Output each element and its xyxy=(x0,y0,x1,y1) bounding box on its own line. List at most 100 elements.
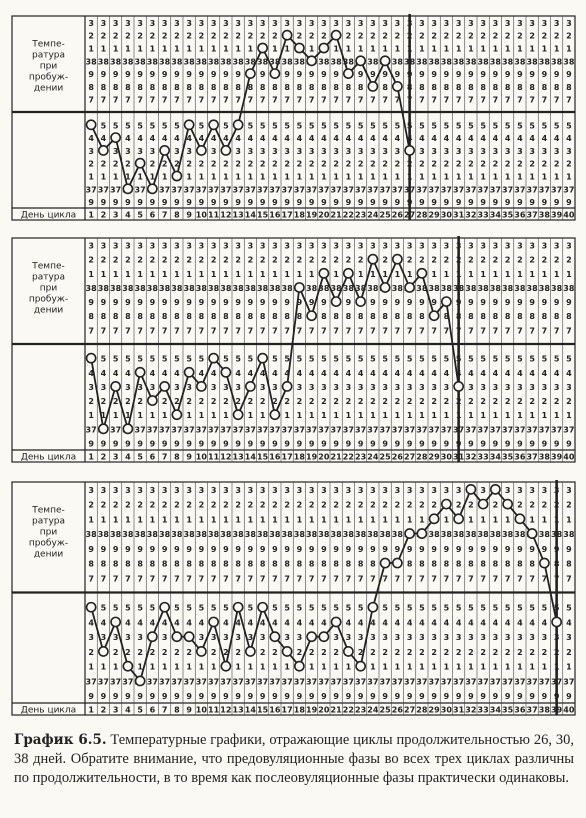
y-tick-label: 37 xyxy=(392,677,403,686)
y-tick-label: 3 xyxy=(517,383,523,392)
y-tick-label: 8 xyxy=(199,83,205,92)
y-tick-label: 9 xyxy=(272,692,278,701)
y-tick-label: 2 xyxy=(223,160,229,169)
y-tick-label: 38 xyxy=(220,284,232,293)
x-tick-label: 15 xyxy=(257,211,269,220)
temperature-point xyxy=(367,253,379,265)
y-tick-label: 7 xyxy=(174,574,180,583)
temperature-point xyxy=(440,498,452,510)
x-tick-label: 21 xyxy=(331,211,343,220)
y-tick-label: 38 xyxy=(171,57,183,66)
y-tick-label: 3 xyxy=(480,383,486,392)
y-tick-label: 2 xyxy=(346,32,352,41)
y-tick-label: 37 xyxy=(184,425,195,434)
y-tick-label: 1 xyxy=(162,663,168,672)
y-tick-label: 7 xyxy=(346,96,352,105)
y-tick-label: 2 xyxy=(137,648,143,657)
x-tick-label: 15 xyxy=(257,453,269,462)
y-tick-label: 2 xyxy=(529,648,535,657)
y-tick-label: 7 xyxy=(456,574,462,583)
y-tick-label: 2 xyxy=(554,32,560,41)
y-tick-label: 1 xyxy=(113,270,119,279)
y-tick-label: 5 xyxy=(297,604,303,613)
y-tick-label: 1 xyxy=(113,663,119,672)
y-tick-label: 8 xyxy=(419,560,425,569)
y-tick-label: 2 xyxy=(223,501,229,510)
y-tick-label: 2 xyxy=(260,397,266,406)
y-tick-label: 1 xyxy=(395,45,401,54)
y-tick-label: 38 xyxy=(453,57,465,66)
y-tick-label: 9 xyxy=(137,298,143,307)
y-tick-label: 9 xyxy=(370,439,376,448)
y-tick-label: 38 xyxy=(159,284,171,293)
y-tick-label: 3 xyxy=(419,383,425,392)
y-tick-label: 4 xyxy=(505,134,511,143)
y-tick-label: 1 xyxy=(529,411,535,420)
temperature-point xyxy=(306,310,318,322)
y-tick-label: 4 xyxy=(235,134,241,143)
y-tick-label: 3 xyxy=(456,19,462,28)
temperature-point xyxy=(257,352,269,364)
y-tick-label: 5 xyxy=(431,604,437,613)
y-tick-label: 8 xyxy=(468,83,474,92)
y-tick-label: 4 xyxy=(272,369,278,378)
y-tick-label: 9 xyxy=(529,198,535,207)
y-tick-label: 9 xyxy=(297,198,303,207)
y-tick-label: 9 xyxy=(260,298,266,307)
y-tick-label: 38 xyxy=(306,530,318,539)
y-tick-label: 3 xyxy=(370,242,376,251)
y-tick-label: 4 xyxy=(480,369,486,378)
x-tick-label: 17 xyxy=(282,211,293,220)
y-tick-label: 3 xyxy=(284,486,290,495)
y-tick-label: 9 xyxy=(517,198,523,207)
y-tick-label: 4 xyxy=(444,618,450,627)
y-tick-label: 9 xyxy=(125,439,131,448)
y-tick-label: 2 xyxy=(395,501,401,510)
y-tick-label: 9 xyxy=(419,198,425,207)
y-tick-label: 9 xyxy=(333,70,339,79)
y-tick-label: 4 xyxy=(431,369,437,378)
temperature-point xyxy=(220,660,232,672)
temperature-point xyxy=(134,366,146,378)
y-tick-label: 5 xyxy=(395,121,401,130)
y-tick-label: 3 xyxy=(370,19,376,28)
y-tick-label: 1 xyxy=(382,515,388,524)
temperature-point xyxy=(85,352,97,364)
y-tick-label: 1 xyxy=(382,45,388,54)
y-tick-label: 37 xyxy=(294,425,305,434)
y-tick-label: 1 xyxy=(223,173,229,182)
temperature-point xyxy=(428,513,440,525)
y-tick-label: 2 xyxy=(88,32,94,41)
y-tick-label: 9 xyxy=(321,298,327,307)
y-tick-label: 9 xyxy=(468,198,474,207)
y-tick-label: 2 xyxy=(382,501,388,510)
y-tick-label: 5 xyxy=(407,355,413,364)
y-tick-label: 5 xyxy=(444,121,450,130)
y-tick-label: 38 xyxy=(269,57,281,66)
y-tick-label: 38 xyxy=(122,284,134,293)
y-tick-label: 9 xyxy=(101,545,107,554)
y-tick-label: 1 xyxy=(493,45,499,54)
x-tick-label: 27 xyxy=(404,453,415,462)
y-tick-label: 4 xyxy=(199,134,205,143)
y-tick-label: 7 xyxy=(235,326,241,335)
y-tick-label: 38 xyxy=(282,284,294,293)
temperature-point xyxy=(183,631,195,643)
y-tick-label: 1 xyxy=(260,270,266,279)
y-tick-label: 2 xyxy=(566,32,572,41)
y-tick-label: 1 xyxy=(370,173,376,182)
y-tick-label: 1 xyxy=(248,173,254,182)
y-tick-label: 37 xyxy=(220,677,231,686)
y-tick-label: 3 xyxy=(235,486,241,495)
y-tick-label: 9 xyxy=(223,439,229,448)
y-tick-label: 9 xyxy=(199,198,205,207)
y-tick-label: 7 xyxy=(162,574,168,583)
y-tick-label: 3 xyxy=(566,486,572,495)
y-tick-label: 9 xyxy=(272,298,278,307)
y-tick-label: 5 xyxy=(272,355,278,364)
y-tick-label: 38 xyxy=(98,284,110,293)
y-tick-label: 3 xyxy=(211,242,217,251)
y-tick-label: 37 xyxy=(245,185,256,194)
y-tick-label: 8 xyxy=(174,83,180,92)
y-tick-label: 8 xyxy=(309,83,315,92)
